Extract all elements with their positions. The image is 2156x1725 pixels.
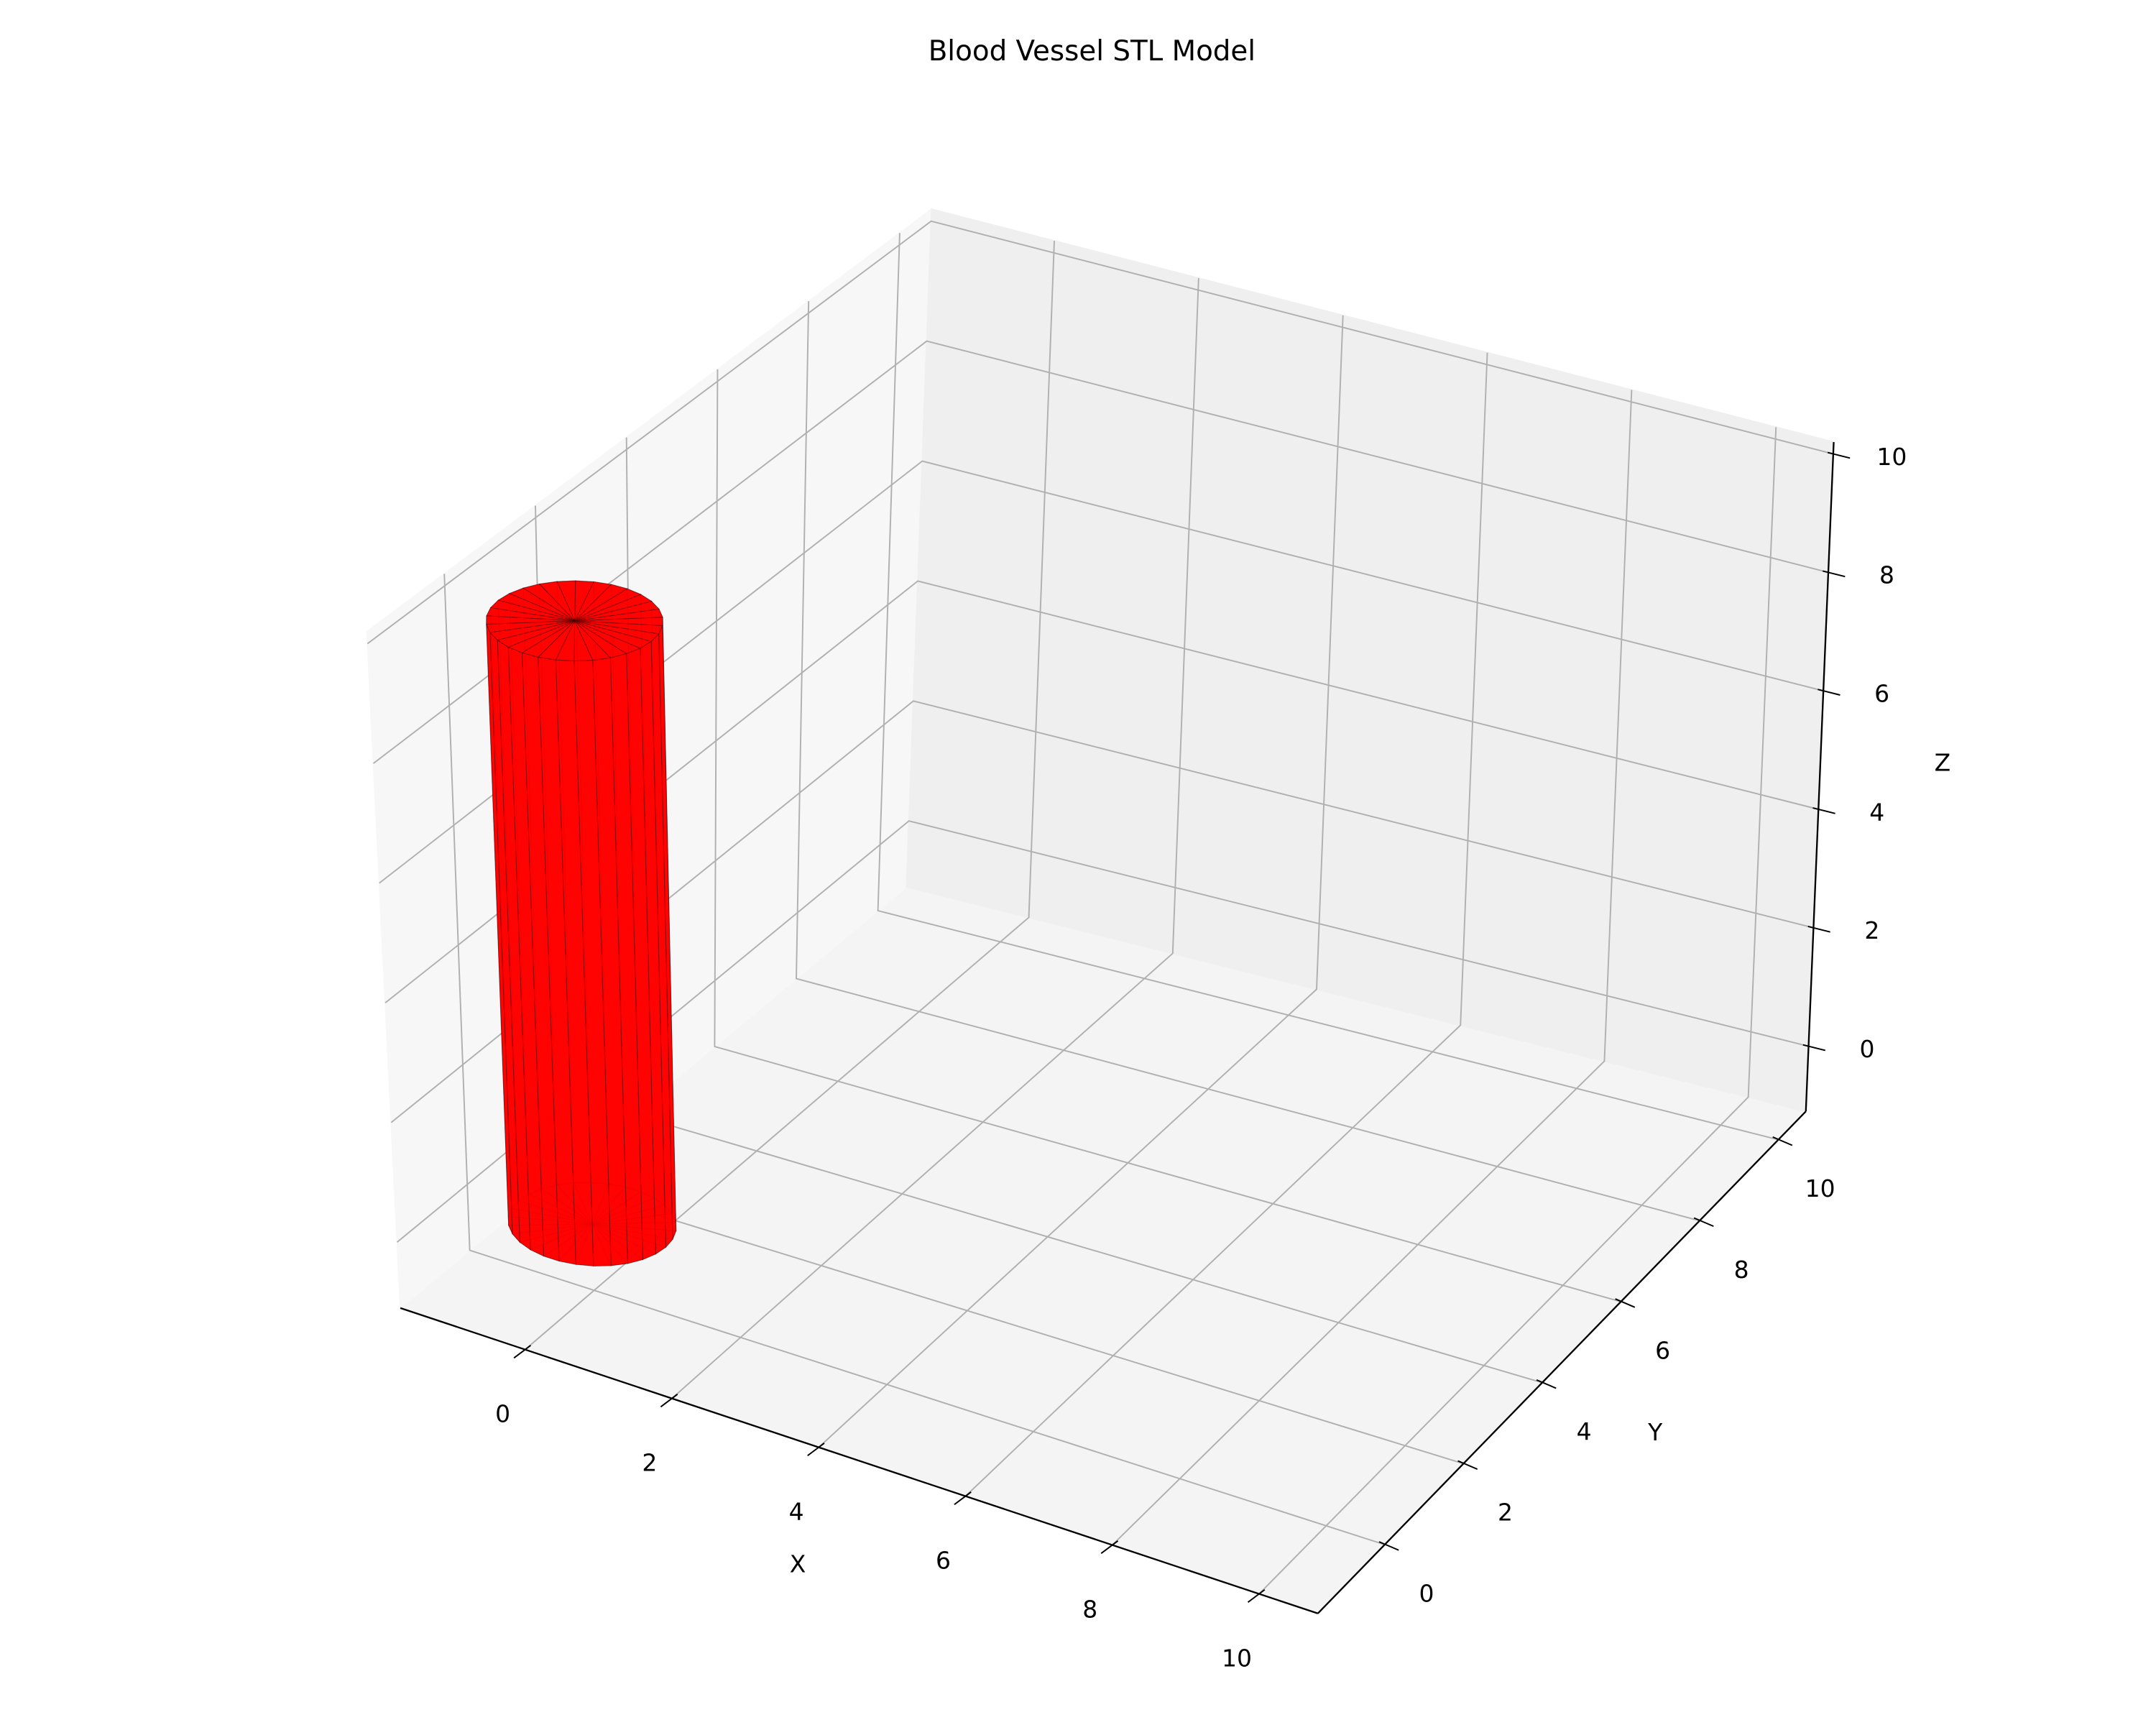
z-tick-mark [1802,1044,1826,1052]
z-tick-label: 4 [1869,798,1884,826]
grid-line [1112,390,1633,1546]
z-tick-mark [1827,451,1851,459]
grid-line [671,277,1199,1399]
z-tick-label: 6 [1874,679,1889,707]
x-tick-mark [807,1443,825,1457]
grid-line [714,369,1621,1302]
y-tick-label: 4 [1577,1417,1592,1445]
grid-line [443,574,1386,1545]
grid-line [525,241,1055,1351]
axes: 0 2 4 6 8 10 0 2 4 6 8 10 0 2 4 6 8 10 X Y Z [400,441,1951,1672]
grid-line [818,315,1344,1448]
top-cap-facet [522,583,576,622]
grid-line [1258,427,1777,1595]
top-cap-facet [574,620,653,649]
top-cap-facet [574,594,653,622]
top-cap-facet [574,620,627,658]
x-tick-label: 2 [642,1448,657,1476]
z-tick-label: 2 [1864,916,1879,944]
x-tick-mark [1100,1540,1119,1555]
grid-line [367,220,1834,645]
z-tick-mark [1807,925,1830,933]
z-tick-label: 8 [1879,561,1894,589]
y-tick-label: 2 [1498,1499,1513,1527]
top-cap-facet [497,620,575,648]
x-tick-label: 10 [1222,1644,1252,1672]
y-tick-mark [1772,1136,1793,1146]
top-cap-facet [489,599,575,622]
top-cap-facet [574,620,660,642]
y-tick-label: 8 [1734,1256,1749,1284]
top-cap-facet [574,620,612,661]
z-tick-label: 10 [1876,443,1907,471]
top-cap-facet [555,620,576,662]
mesh [486,580,677,1266]
y-axis-line [1317,1110,1807,1614]
y-tick-mark [1378,1541,1399,1551]
z-tick-mark [1818,689,1841,696]
top-cap-facet [574,620,663,635]
top-cap-facet [521,620,576,658]
z-axis-label: Z [1935,749,1951,777]
z-tick-label: 0 [1860,1035,1875,1063]
x-tick-mark [660,1394,678,1408]
y-tick-label: 10 [1805,1174,1835,1202]
x-axis-label: X [790,1550,806,1578]
x-tick-mark [1247,1588,1266,1604]
x-tick-label: 4 [789,1497,804,1525]
y-tick-mark [1536,1379,1557,1389]
chart-title: Blood Vessel STL Model [929,35,1256,68]
y-tick-label: 0 [1419,1579,1434,1607]
grid-line [796,301,1700,1222]
x-tick-label: 8 [1082,1595,1097,1623]
grid-line [877,233,1779,1141]
x-axis-line [400,1307,1319,1614]
top-cap-facet [574,600,660,622]
y-tick-mark [1615,1298,1636,1308]
y-tick-label: 6 [1655,1336,1670,1364]
y-axis-label: Y [1647,1418,1663,1446]
x-tick-label: 6 [936,1546,951,1574]
top-cap-facet [574,608,663,622]
z-tick-mark [1812,807,1835,814]
z-tick-mark [1823,570,1846,578]
y-tick-mark [1693,1217,1714,1228]
z-axis-line [1805,441,1835,1112]
grid [367,220,1834,1595]
x-tick-mark [954,1491,972,1506]
y-tick-mark [1457,1460,1478,1471]
x-tick-mark [513,1345,532,1359]
x-tick-label: 0 [495,1399,510,1427]
grid-line [964,352,1488,1497]
top-cap-facet [537,620,576,661]
